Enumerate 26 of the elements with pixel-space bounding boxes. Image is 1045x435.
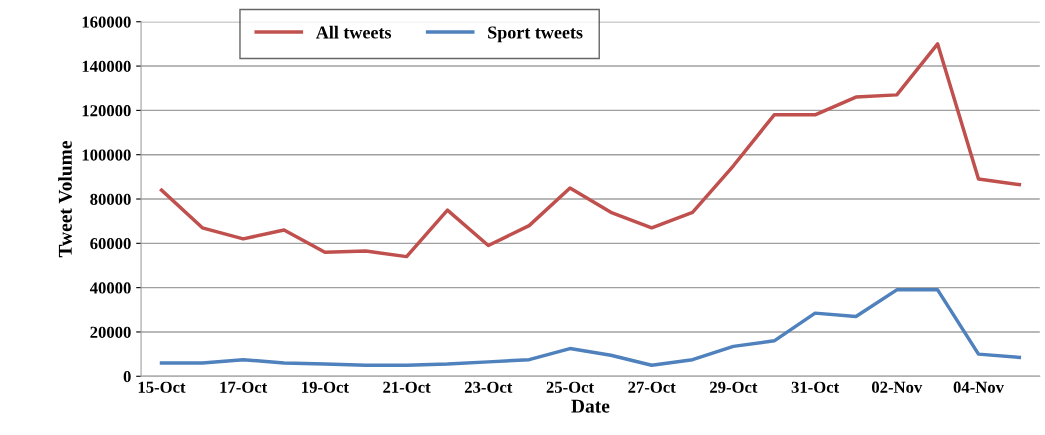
x-tick-label: 19-Oct xyxy=(302,381,349,393)
y-tick-label: 80000 xyxy=(90,193,131,205)
x-tick-label: 27-Oct xyxy=(628,381,676,393)
x-tick-label: 02-Nov xyxy=(871,381,923,393)
x-tick-label: 23-Oct xyxy=(464,381,513,393)
y-tick-label: 120000 xyxy=(82,105,131,117)
y-tick-label: 40000 xyxy=(89,282,131,294)
x-tick-label: 17-Oct xyxy=(220,381,268,393)
x-tick-label: 04-Nov xyxy=(953,381,1004,393)
y-tick-label: 60000 xyxy=(90,238,131,250)
y-tick-label: 20000 xyxy=(90,326,131,338)
y-axis-title: Tweet Volume xyxy=(58,141,72,258)
x-tick-label: 25-Oct xyxy=(546,381,594,393)
x-tick-label: 15-Oct xyxy=(138,381,186,393)
y-tick-label: 160000 xyxy=(82,16,131,28)
line-series xyxy=(159,288,1022,367)
x-tick-label: 31-Oct xyxy=(791,381,840,393)
x-axis-title: Date xyxy=(571,399,610,413)
y-tick-label: 140000 xyxy=(82,60,131,73)
legend-label: All tweets xyxy=(315,25,392,39)
x-tick-label: 21-Oct xyxy=(383,381,431,393)
line-series xyxy=(159,42,1022,259)
y-tick-label: 100000 xyxy=(82,149,131,161)
x-tick-label: 29-Oct xyxy=(710,381,758,393)
legend-label: Sport tweets xyxy=(488,26,583,43)
y-tick-label: 0 xyxy=(123,370,131,383)
